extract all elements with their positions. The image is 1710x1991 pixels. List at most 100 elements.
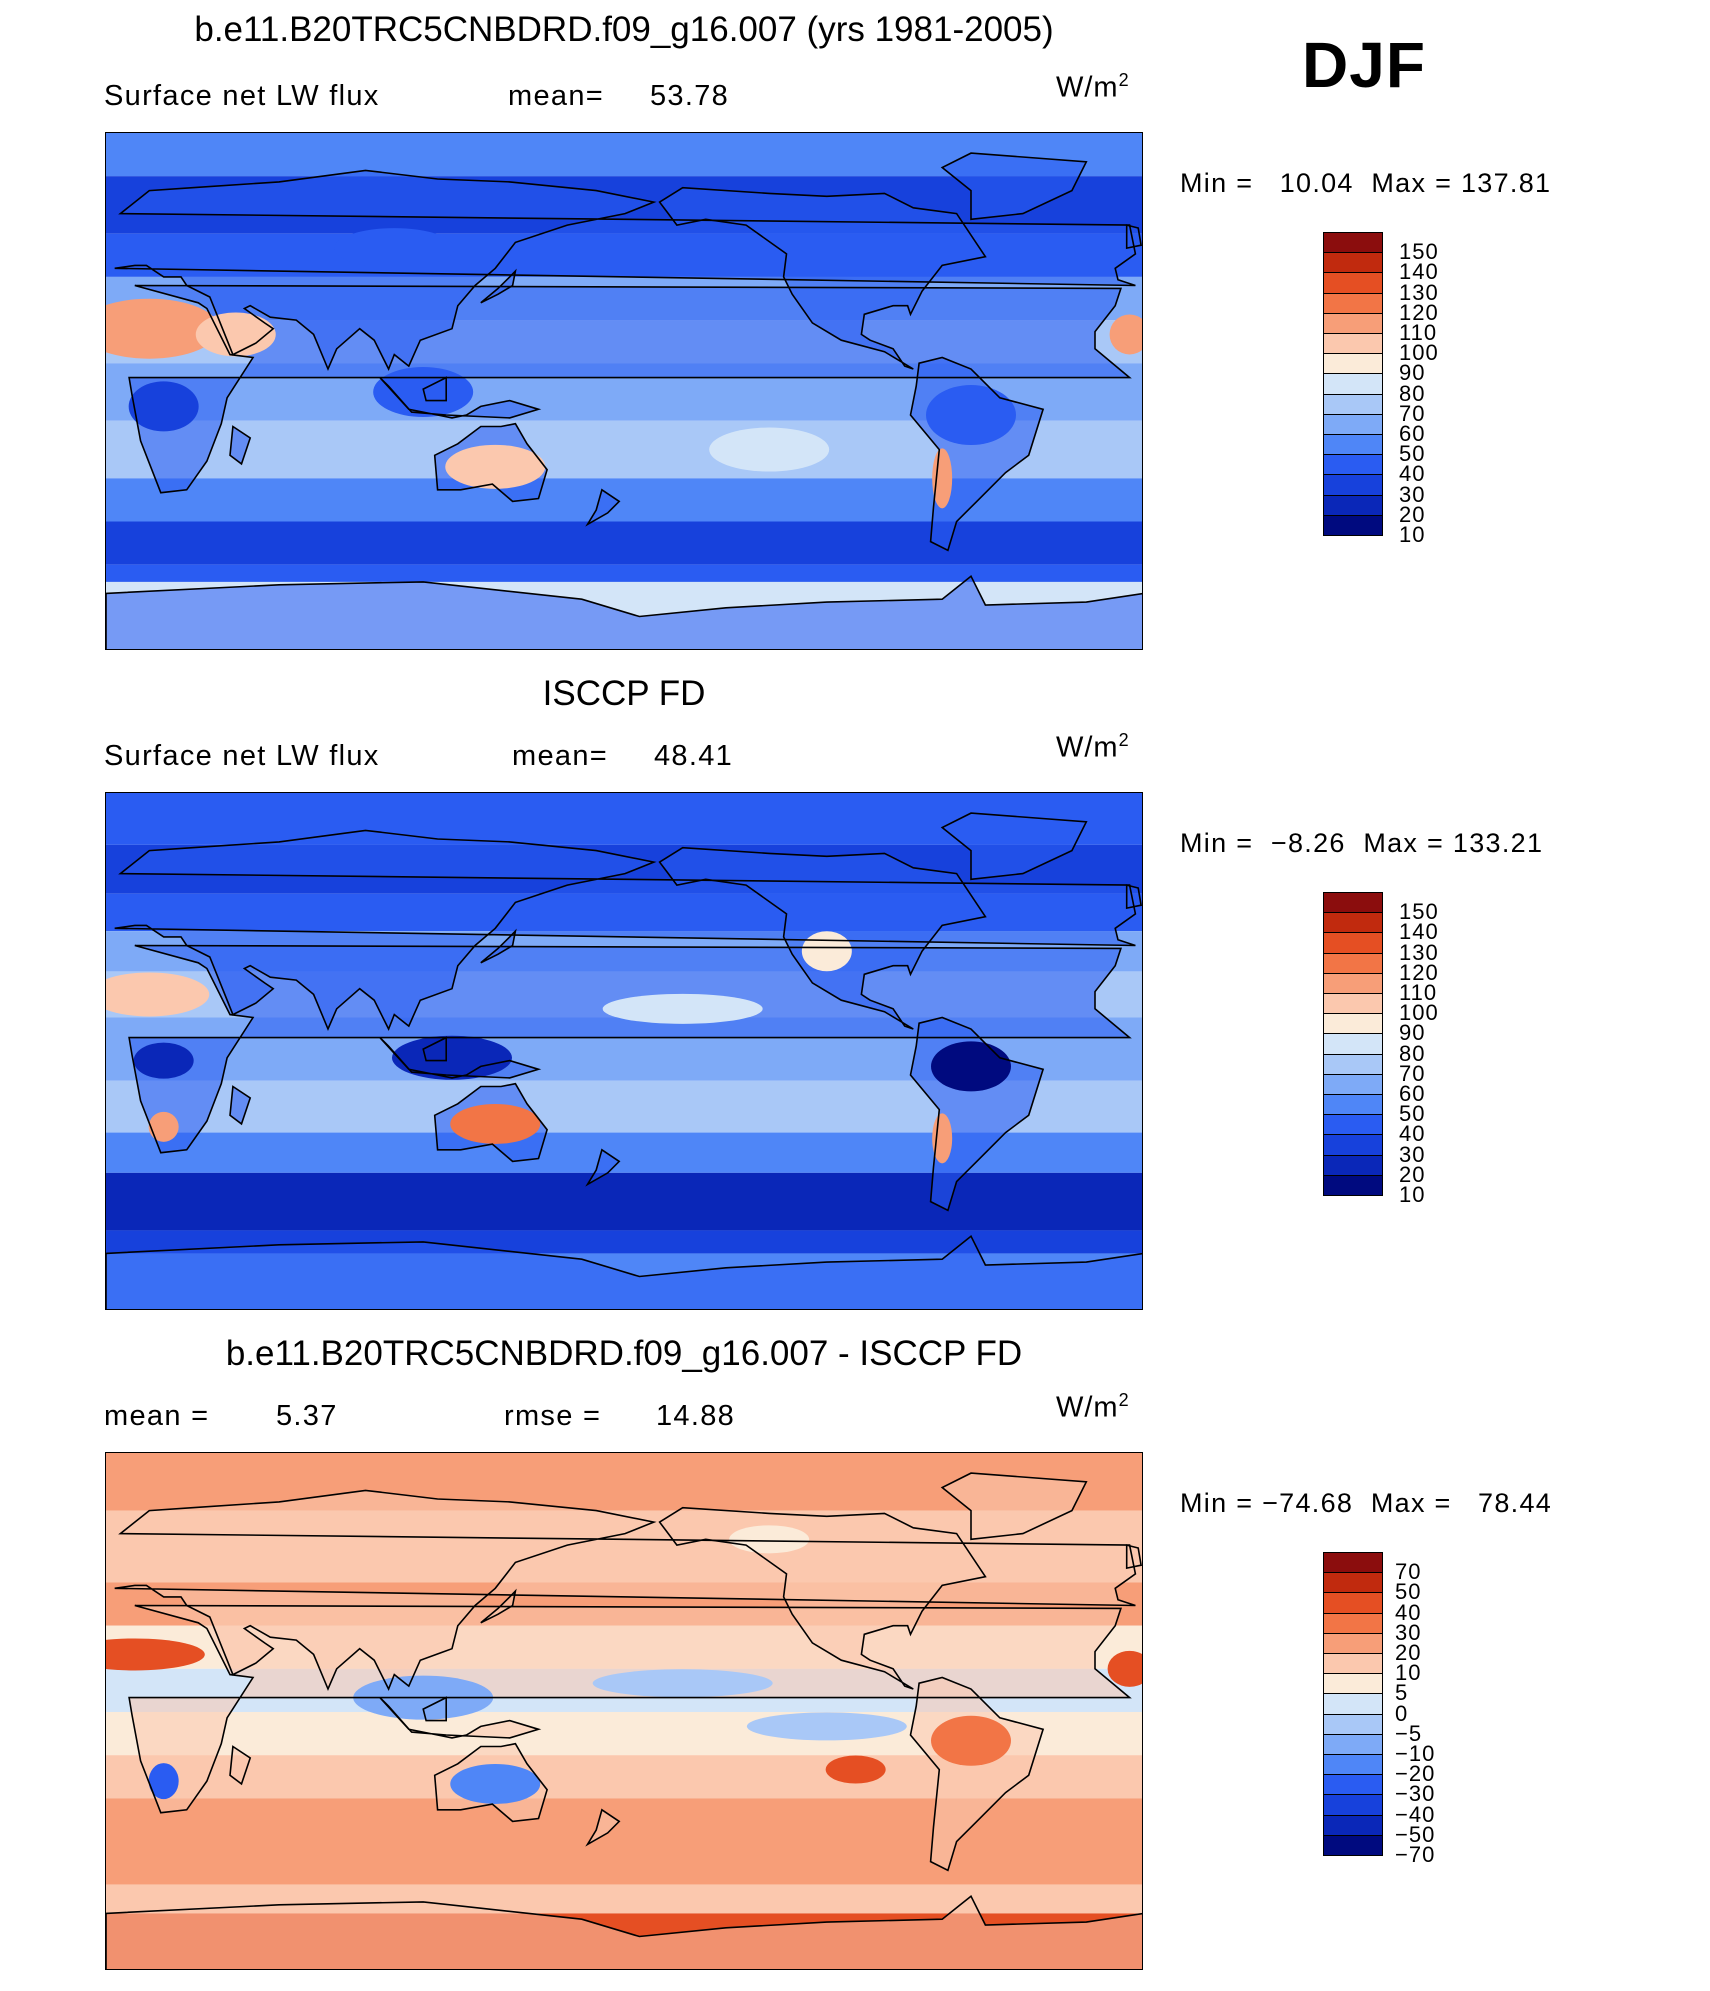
colorbar-tick-label: 50: [1395, 1579, 1422, 1605]
land-fill: [659, 1507, 986, 1689]
rmse-label: rmse =: [504, 1400, 602, 1432]
colorbar-swatch: [1323, 892, 1383, 914]
colorbar-tick-label: 80: [1399, 1040, 1426, 1066]
colorbar-swatch: [1323, 393, 1383, 415]
colorbar-swatch: [1323, 1632, 1383, 1654]
field-patch: [195, 312, 276, 357]
colorbar-swatch: [1323, 972, 1383, 994]
field-patch: [746, 1712, 907, 1741]
colorbar-tick-label: 5: [1395, 1680, 1409, 1706]
colorbar-swatch: [1323, 353, 1383, 375]
colorbar-tick-label: 150: [1399, 239, 1439, 265]
variable-label: Surface net LW flux: [104, 740, 380, 772]
colorbar-swatch: [1323, 1713, 1383, 1735]
land-fill: [230, 426, 251, 464]
min-max-readout: Min = 10.04 Max = 137.81: [1180, 168, 1552, 198]
colorbar-tick-label: −50: [1395, 1821, 1436, 1847]
coastline: [106, 1894, 1142, 1969]
colorbar-tick-label: 60: [1399, 421, 1426, 446]
coastline: [114, 1489, 1137, 1692]
colorbar-tick-label: 40: [1399, 1121, 1426, 1147]
field-patch: [334, 228, 455, 269]
colorbar-swatch: [1323, 252, 1383, 274]
map-diff: [105, 1452, 1143, 1970]
colorbar-swatch: [1323, 1673, 1383, 1695]
land-fill: [942, 153, 1087, 220]
colorbar-tick-label: −10: [1395, 1741, 1436, 1766]
colorbar-swatch: [1323, 1134, 1383, 1156]
field-patch: [825, 1755, 886, 1784]
variable-label: Surface net LW flux: [104, 80, 380, 112]
colorbar-tick-label: 140: [1399, 919, 1439, 945]
coastline: [422, 1696, 448, 1722]
field-patch: [709, 427, 830, 472]
land-fill: [587, 1149, 620, 1185]
colorbar-tick-label: 120: [1399, 299, 1439, 325]
coastline: [422, 376, 448, 402]
field-patch: [602, 993, 763, 1024]
colorbar-tick-label: 120: [1399, 959, 1439, 985]
colorbar-tick-label: 0: [1395, 1700, 1409, 1726]
colorbar-tick-label: −30: [1395, 1781, 1436, 1807]
colorbar-tick-label: 10: [1395, 1660, 1422, 1686]
colorbar-swatch: [1323, 1774, 1383, 1796]
field-patch: [450, 1103, 541, 1144]
colorbar-tick-label: 140: [1399, 259, 1439, 285]
colorbar-swatch: [1323, 1794, 1383, 1816]
field-patch: [1107, 1650, 1142, 1687]
coastline: [229, 1085, 252, 1126]
field-patch: [592, 1669, 773, 1698]
mean-label: mean=: [512, 740, 608, 772]
coastline: [229, 425, 252, 466]
colorbar-swatch: [1323, 434, 1383, 456]
colorbar-swatch: [1323, 1073, 1383, 1095]
field-patch: [445, 444, 546, 489]
field-band: [106, 564, 1142, 582]
coastline: [940, 1472, 1088, 1541]
min-max-readout: Min = −74.68 Max = 78.44: [1180, 1488, 1553, 1518]
land-fill: [230, 1086, 251, 1124]
mean-label: mean=: [508, 80, 604, 112]
colorbar-swatch: [1323, 1154, 1383, 1176]
colorbar-swatch: [1323, 232, 1383, 254]
coastline: [909, 1676, 1045, 1872]
field-patch: [128, 381, 199, 432]
coastline: [940, 812, 1088, 881]
coastline: [229, 1745, 252, 1786]
colorbar-tick-label: −5: [1395, 1720, 1423, 1746]
coastline: [422, 1036, 448, 1062]
field-band: [106, 1172, 1142, 1231]
field-patch: [392, 1035, 512, 1080]
field-patch: [106, 972, 210, 1017]
colorbar-swatch: [1323, 932, 1383, 954]
land-fill: [379, 377, 539, 418]
colorbar-swatch: [1323, 1053, 1383, 1075]
field-patch: [729, 1525, 810, 1554]
colorbar-swatch: [1323, 1094, 1383, 1116]
coastline: [1125, 1544, 1142, 1570]
land-fill: [230, 1746, 251, 1784]
colorbar-tick-label: 20: [1399, 1161, 1426, 1187]
panel-title: b.e11.B20TRC5CNBDRD.f09_g16.007 (yrs 198…: [194, 10, 1054, 49]
coastline: [1125, 224, 1142, 250]
field-patch: [450, 1763, 541, 1804]
colorbar-tick-label: 110: [1399, 980, 1438, 1005]
land-fill: [587, 489, 620, 525]
coastline: [658, 1506, 987, 1690]
coastline: [128, 944, 1132, 1154]
panel-title: b.e11.B20TRC5CNBDRD.f09_g16.007 - ISCCP …: [225, 1334, 1023, 1373]
colorbar-swatch: [1323, 1013, 1383, 1035]
colorbar-tick-label: 50: [1399, 1101, 1426, 1127]
colorbar-swatch: [1323, 1612, 1383, 1634]
colorbar-tick-label: 30: [1399, 1141, 1426, 1167]
land-fill: [942, 1473, 1087, 1540]
field-patch: [148, 1111, 179, 1142]
colorbar-swatch: [1323, 1592, 1383, 1614]
colorbar-tick-label: 130: [1399, 279, 1439, 305]
colorbar-tick-label: 100: [1399, 1000, 1439, 1026]
colorbar-swatch: [1323, 993, 1383, 1015]
min-max-readout: Min = −8.26 Max = 133.21: [1180, 828, 1544, 858]
mean-value: 5.37: [276, 1400, 338, 1432]
colorbar-swatch: [1323, 1693, 1383, 1715]
